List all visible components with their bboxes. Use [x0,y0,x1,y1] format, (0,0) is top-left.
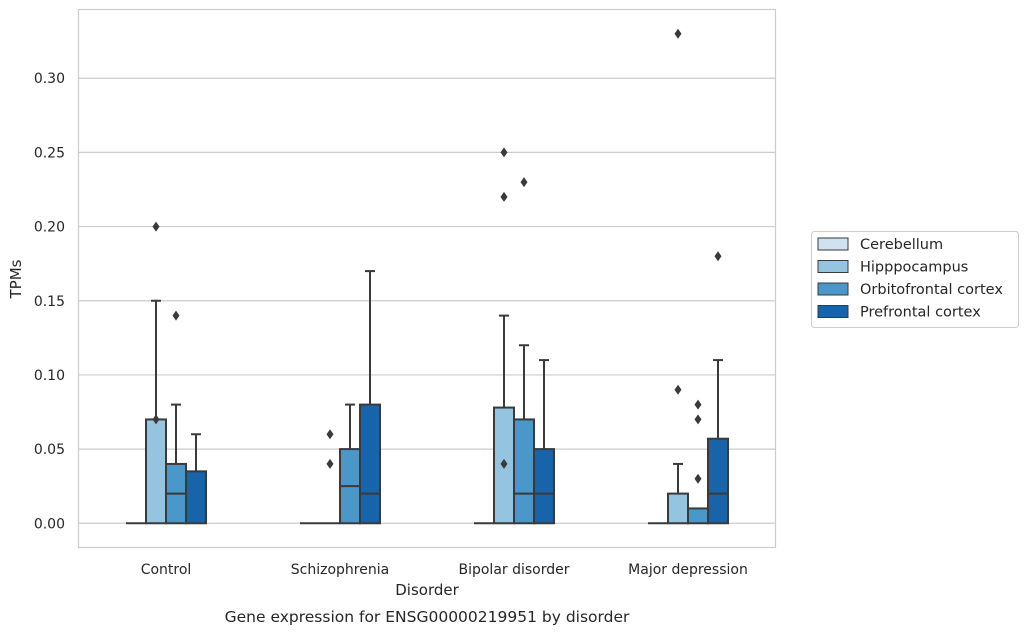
box-body [687,507,709,525]
legend-swatch [817,260,849,273]
box-body [145,418,167,525]
legend-swatch [817,237,849,251]
outlier-point [152,414,160,425]
outlier-point [694,473,702,484]
y-tick-labels: 0.00 0.05 0.10 0.15 0.20 0.25 0.30 [34,71,65,532]
plot-frame [77,8,777,549]
figure-caption: Gene expression for ENSG00000219951 by d… [225,608,630,626]
box-3-2 [687,399,709,525]
box-2-2 [513,177,535,525]
y-tick-label: 0.00 [34,516,65,532]
outlier-point [694,414,702,425]
box-1-3 [359,270,381,525]
legend-swatch [817,305,849,318]
outlier-point [172,310,180,321]
box-body [513,418,535,525]
box-body [533,448,555,525]
y-tick-label: 0.30 [34,71,65,87]
box-body [359,403,381,525]
x-tick-label: Bipolar disorder [458,562,569,578]
box-body [707,437,729,525]
y-axis-title: TPMs [7,259,25,299]
box-0-1 [145,221,167,525]
x-tick-label: Major depression [628,562,748,578]
legend-frame [811,231,1019,328]
y-tick-label: 0.20 [34,220,65,236]
x-axis-title: Disorder [395,581,459,599]
outlier-point [326,429,334,440]
box-3-1 [667,28,689,525]
legend-label: Orbitofrontal cortex [860,282,1003,298]
box-body [185,470,207,525]
y-tick-label: 0.15 [34,294,65,310]
legend-label: Cerebellum [860,237,943,253]
box-1-1 [320,429,340,525]
box-3-3 [707,251,729,525]
outlier-point [500,147,508,158]
box-0-3 [185,433,207,525]
outlier-point [520,177,528,188]
legend-swatch [817,282,849,296]
outlier-point [674,28,682,39]
outlier-point [694,399,702,410]
legend: Cerebellum Hipppocampus Orbitofrontal cort… [811,231,1019,328]
outlier-point [326,458,334,469]
box-plot-marks [126,28,729,525]
y-tick-label: 0.05 [34,442,65,458]
box-2-3 [533,359,555,525]
y-gridlines [79,77,775,524]
outlier-point [152,221,160,232]
box-0-2 [165,310,187,525]
box-1-2 [339,403,361,525]
legend-label: Hipppocampus [860,260,968,276]
y-tick-label: 0.25 [34,145,65,161]
box-body [667,492,689,525]
box-2-1 [493,147,515,525]
x-tick-label: Schizophrenia [291,562,389,578]
outlier-point [674,384,682,395]
outlier-point [500,191,508,202]
legend-label: Prefrontal cortex [860,305,981,321]
x-tick-label: Control [141,562,192,578]
y-tick-label: 0.10 [34,368,65,384]
outlier-point [500,458,508,469]
outlier-point [714,251,722,262]
x-tick-labels: Control Schizophrenia Bipolar disorder Majo… [141,562,748,578]
